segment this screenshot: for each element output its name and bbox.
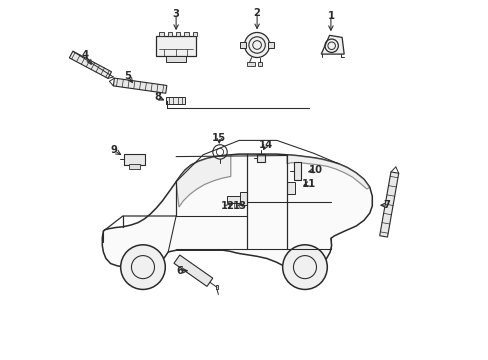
Bar <box>159 32 163 36</box>
Text: 13: 13 <box>233 201 246 211</box>
Bar <box>247 62 254 66</box>
Polygon shape <box>174 255 212 287</box>
Bar <box>258 62 262 66</box>
Text: 10: 10 <box>308 165 322 175</box>
Polygon shape <box>379 172 398 237</box>
Text: 6: 6 <box>176 266 183 276</box>
Polygon shape <box>113 78 166 93</box>
Bar <box>167 32 172 36</box>
Text: 2: 2 <box>253 8 260 18</box>
Circle shape <box>121 245 165 289</box>
Text: 3: 3 <box>172 9 179 19</box>
Bar <box>294 162 301 180</box>
Bar <box>123 154 145 165</box>
Bar <box>184 32 188 36</box>
Text: 8: 8 <box>154 92 161 102</box>
Bar <box>239 42 246 48</box>
Text: 5: 5 <box>124 71 131 81</box>
Circle shape <box>244 32 269 58</box>
Text: 15: 15 <box>212 132 226 143</box>
Text: 7: 7 <box>383 200 389 210</box>
Bar <box>240 192 247 205</box>
Text: 4: 4 <box>81 50 89 60</box>
Polygon shape <box>102 154 371 268</box>
Text: 11: 11 <box>302 179 316 189</box>
Polygon shape <box>286 155 369 189</box>
Bar <box>166 97 184 104</box>
Bar <box>215 285 218 289</box>
Text: 1: 1 <box>326 11 334 21</box>
Circle shape <box>282 245 326 289</box>
Bar <box>227 196 241 203</box>
Text: 12: 12 <box>221 201 235 211</box>
Polygon shape <box>321 35 344 54</box>
Bar <box>156 36 196 57</box>
Bar <box>129 164 140 169</box>
Bar <box>287 181 295 194</box>
Bar <box>267 42 274 48</box>
Bar <box>176 32 180 36</box>
Text: 14: 14 <box>259 140 273 150</box>
Polygon shape <box>69 51 111 78</box>
Polygon shape <box>176 155 230 207</box>
Bar <box>166 56 185 62</box>
Text: 9: 9 <box>110 145 118 156</box>
Bar <box>192 32 197 36</box>
Bar <box>256 154 264 162</box>
